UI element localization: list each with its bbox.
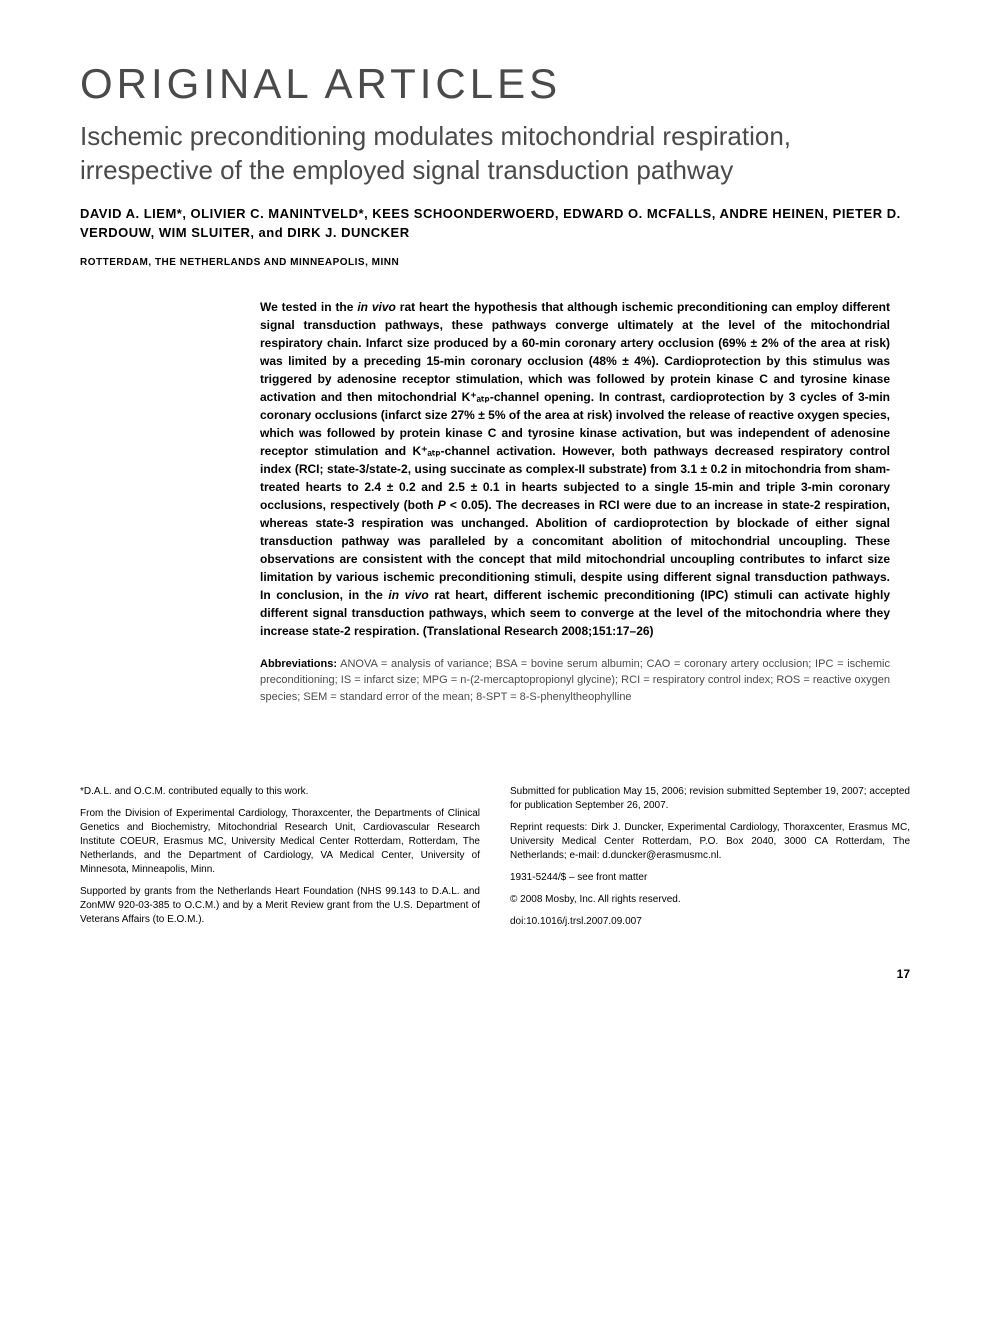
abstract: We tested in the in vivo rat heart the h… — [260, 298, 890, 640]
abbreviations-label: Abbreviations: — [260, 658, 337, 670]
footnotes: *D.A.L. and O.C.M. contributed equally t… — [80, 785, 910, 937]
abstract-italic: P — [438, 498, 446, 512]
footnote-funding: Supported by grants from the Netherlands… — [80, 885, 480, 927]
abstract-text: We tested in the — [260, 300, 357, 314]
affiliation-line: ROTTERDAM, THE NETHERLANDS AND MINNEAPOL… — [80, 257, 910, 268]
page-number: 17 — [80, 967, 910, 981]
footnote-reprint: Reprint requests: Dirk J. Duncker, Exper… — [510, 821, 910, 863]
footnote-left-column: *D.A.L. and O.C.M. contributed equally t… — [80, 785, 480, 937]
abbreviations: Abbreviations: ANOVA = analysis of varia… — [260, 656, 890, 706]
section-header: ORIGINAL ARTICLES — [80, 60, 910, 108]
footnote-dates: Submitted for publication May 15, 2006; … — [510, 785, 910, 813]
article-title: Ischemic preconditioning modulates mitoc… — [80, 120, 910, 188]
footnote-copyright: © 2008 Mosby, Inc. All rights reserved. — [510, 893, 910, 907]
abstract-italic: in vivo — [357, 300, 396, 314]
footnote-right-column: Submitted for publication May 15, 2006; … — [510, 785, 910, 937]
footnote-issn: 1931-5244/$ – see front matter — [510, 871, 910, 885]
abstract-text: rat heart the hypothesis that although i… — [260, 300, 890, 512]
abstract-italic: in vivo — [388, 588, 428, 602]
abbreviations-text: ANOVA = analysis of variance; BSA = bovi… — [260, 658, 890, 703]
footnote-affiliations: From the Division of Experimental Cardio… — [80, 807, 480, 877]
abstract-text: < 0.05). The decreases in RCI were due t… — [260, 498, 890, 602]
authors-list: DAVID A. LIEM*, OLIVIER C. MANINTVELD*, … — [80, 204, 910, 243]
footnote-contribution: *D.A.L. and O.C.M. contributed equally t… — [80, 785, 480, 799]
footnote-doi: doi:10.1016/j.trsl.2007.09.007 — [510, 915, 910, 929]
